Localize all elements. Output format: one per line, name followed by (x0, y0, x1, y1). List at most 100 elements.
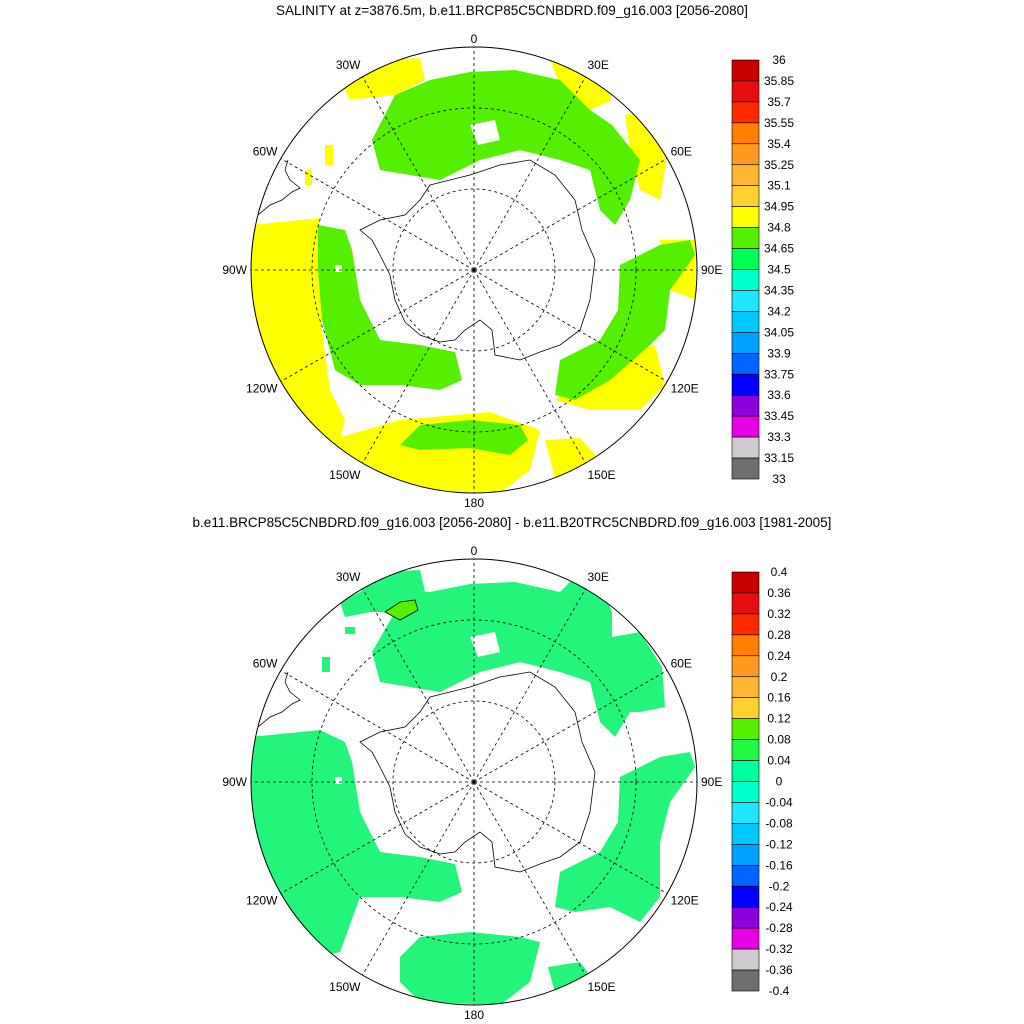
colorbar-swatch (731, 457, 760, 480)
panel1-title: SALINITY at z=3876.5m, b.e11.BRCP85C5CNB… (276, 3, 748, 18)
colorbar-label: 33.75 (764, 367, 794, 381)
colorbar-label: 0.04 (767, 754, 791, 768)
colorbar-swatch (731, 122, 760, 145)
colorbar-label: 0 (776, 775, 783, 789)
colorbar-swatch (731, 613, 760, 636)
colorbar-swatch (731, 59, 760, 82)
colorbar-swatch (731, 436, 760, 459)
colorbar-swatch (731, 718, 760, 740)
colorbar-swatch (731, 394, 760, 417)
meridian-line (473, 269, 668, 382)
meridian-line (362, 76, 475, 271)
colorbar-label: 0.12 (767, 712, 791, 726)
colorbar-swatch (731, 802, 760, 824)
colorbar-label: 33.6 (767, 388, 791, 402)
colorbar-label: -0.16 (765, 858, 793, 872)
longitude-label: 150W (329, 980, 361, 994)
colorbar-swatch (731, 352, 760, 375)
meridian-line (473, 588, 586, 783)
longitude-label: 30W (336, 570, 361, 584)
longitude-label: 150E (588, 980, 616, 994)
colorbar-swatch (731, 906, 760, 929)
colorbar-swatch (731, 164, 760, 187)
colorbar-label: 34.35 (764, 283, 794, 297)
colorbar-swatch (731, 885, 760, 908)
colorbar-swatch (731, 592, 760, 615)
meridian-line (362, 588, 475, 783)
colorbar-swatch (731, 634, 760, 657)
antarctica-outline (359, 671, 596, 873)
colorbar-label: 35.25 (764, 158, 794, 172)
colorbar-label: 36 (772, 53, 786, 67)
colorbar-label: -0.08 (765, 816, 793, 830)
colorbar-label: 33.9 (767, 346, 791, 360)
meridian-line (280, 158, 475, 271)
colorbar-label: -0.2 (769, 879, 790, 893)
colorbar-label: 35.4 (767, 137, 791, 151)
meridian-line (473, 76, 586, 271)
colorbar-swatch (731, 143, 760, 166)
colorbar-label: 33.45 (764, 409, 794, 423)
meridian-line (473, 269, 586, 464)
colorbar-label: 0.08 (767, 733, 791, 747)
colorbar-label: 33.3 (767, 430, 791, 444)
longitude-label: 150E (588, 468, 616, 482)
colorbar-swatch (731, 290, 760, 312)
longitude-label: 150W (329, 468, 361, 482)
meridian-line (473, 670, 668, 783)
meridian-line (280, 781, 475, 894)
colorbar-label: -0.04 (765, 795, 793, 809)
longitude-label: 90E (701, 775, 722, 789)
panel1-map-border (250, 46, 698, 494)
colorbar-label: -0.36 (765, 963, 793, 977)
colorbar-swatch (731, 332, 760, 354)
colorbar-label: -0.4 (769, 984, 790, 998)
difference-green-region (251, 570, 695, 1005)
longitude-label: 60W (253, 657, 278, 671)
colorbar-swatch (731, 373, 760, 396)
panel2-title: b.e11.BRCP85C5CNBDRD.f09_g16.003 [2056-2… (192, 515, 832, 530)
panel2-map: 0 30E 60E 90E 120E 150E 180 150W 120W 90W 60W 30W 0… (222, 544, 793, 1022)
south-america-outline (257, 671, 301, 728)
longitude-label: 0 (471, 544, 478, 558)
difference-bright-green-patch (384, 599, 419, 621)
longitude-label: 120W (246, 894, 278, 908)
antarctica-outline (359, 159, 596, 361)
meridian-line (473, 781, 668, 894)
colorbar-label: 34.5 (767, 263, 791, 277)
colorbar-swatch (731, 823, 760, 845)
longitude-label: 90W (222, 263, 247, 277)
colorbar-label: 0.36 (767, 586, 791, 600)
salinity-green-region (318, 70, 695, 455)
longitude-label: 30W (336, 58, 361, 72)
colorbar-label: 34.05 (764, 325, 794, 339)
longitude-label: 120W (246, 382, 278, 396)
colorbar-label: 34.8 (767, 221, 791, 235)
meridian-line (362, 269, 475, 464)
colorbar-label: -0.24 (765, 900, 793, 914)
longitude-label: 0 (471, 32, 478, 46)
colorbar-label: 34.2 (767, 304, 791, 318)
colorbar-swatch (731, 101, 760, 124)
colorbar-swatch (731, 760, 760, 782)
colorbar-label: 0.4 (771, 565, 788, 579)
colorbar-label: 35.55 (764, 116, 794, 130)
colorbar-swatch (731, 697, 760, 719)
colorbar-swatch (731, 864, 760, 887)
colorbar-label: 0.28 (767, 628, 791, 642)
panel1-colorbar: 36 35.85 35.7 35.55 35.4 35.25 35.1 34.95 34.8 34… (731, 53, 794, 486)
colorbar-swatch (731, 655, 760, 678)
colorbar-swatch (731, 676, 760, 699)
colorbar-swatch (731, 311, 760, 333)
longitude-label: 180 (464, 496, 484, 510)
colorbar-swatch (731, 571, 760, 594)
longitude-label: 30E (588, 570, 609, 584)
meridian-line (362, 781, 475, 976)
colorbar-swatch (731, 415, 760, 438)
longitude-label: 120E (671, 382, 699, 396)
meridian-line (280, 269, 475, 382)
meridian-line (473, 781, 586, 976)
meridian-line (280, 670, 475, 783)
longitude-label: 120E (671, 894, 699, 908)
colorbar-swatch (731, 781, 760, 803)
